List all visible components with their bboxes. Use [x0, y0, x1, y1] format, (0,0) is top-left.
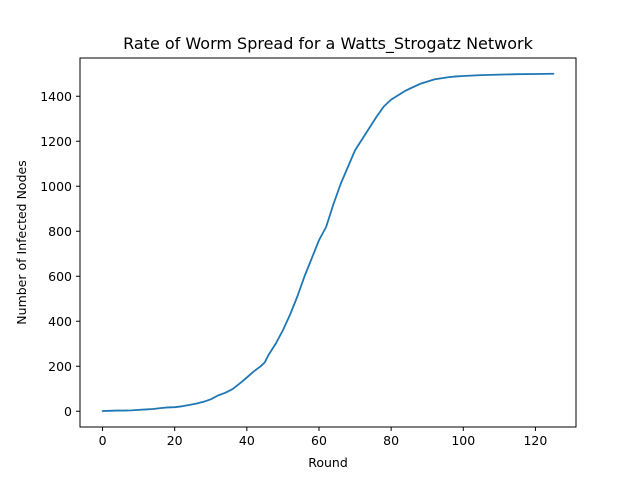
y-tick-label: 1400: [40, 89, 72, 104]
x-tick-label: 60: [311, 433, 327, 448]
y-tick-label: 600: [48, 269, 72, 284]
x-tick-label: 40: [239, 433, 255, 448]
x-tick-label: 100: [451, 433, 475, 448]
y-axis-ticks: 0 200 400 600 800 1000 1200 1400: [40, 89, 80, 419]
y-axis-label: Number of Infected Nodes: [14, 160, 29, 324]
y-tick-label: 1200: [40, 134, 72, 149]
x-tick-label: 0: [99, 433, 107, 448]
x-tick-label: 20: [167, 433, 183, 448]
chart-title: Rate of Worm Spread for a Watts_Strogatz…: [123, 34, 534, 54]
x-tick-label: 120: [523, 433, 547, 448]
series-line-infected-nodes: [101, 72, 555, 412]
plot-frame: [79, 57, 577, 428]
y-tick-label: 1000: [40, 179, 72, 194]
y-tick-label: 0: [64, 404, 72, 419]
y-tick-label: 200: [48, 359, 72, 374]
x-axis-label: Round: [308, 455, 348, 470]
x-tick-label: 80: [383, 433, 399, 448]
y-tick-label: 800: [48, 224, 72, 239]
y-tick-label: 400: [48, 314, 72, 329]
x-axis-ticks: 0 20 40 60 80 100 120: [99, 427, 547, 448]
